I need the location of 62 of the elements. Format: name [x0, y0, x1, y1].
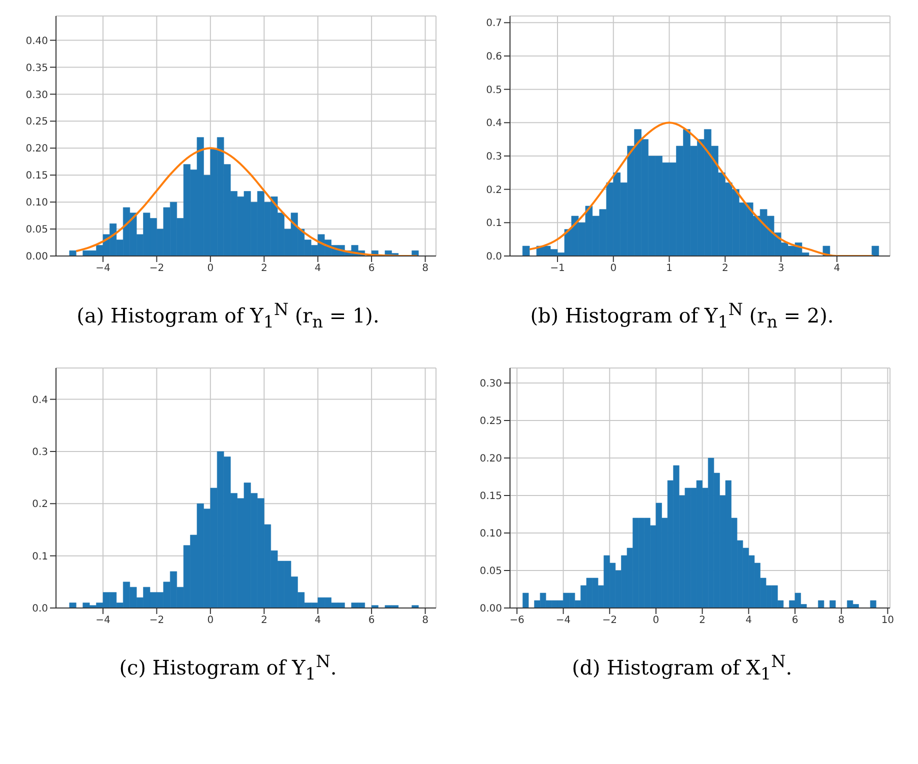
x-tick-label: −1: [550, 263, 565, 274]
x-tick-label: 4: [314, 614, 322, 626]
y-tick-label: 0.2: [486, 184, 502, 196]
x-tick-label: 8: [422, 614, 428, 626]
text: (b) Histogram of Y$_{1}$$^{N}$ (r$_{n}$ = 2).: [529, 300, 835, 332]
y-tick-label: 0.3: [486, 152, 502, 163]
y-tick-label: 0.0: [486, 252, 502, 263]
y-tick-label: 0.00: [26, 252, 48, 263]
y-tick-label: 0.4: [486, 118, 502, 130]
y-tick-label: 0.30: [26, 90, 48, 101]
x-tick-label: 0: [652, 614, 660, 626]
x-tick-label: −4: [96, 263, 110, 274]
x-tick-label: −6: [510, 614, 524, 626]
y-tick-label: 0.2: [32, 498, 48, 510]
x-tick-label: −2: [149, 263, 164, 274]
y-tick-label: 0.1: [32, 551, 48, 562]
y-tick-label: 0.5: [486, 84, 502, 96]
x-tick-label: 4: [314, 263, 322, 274]
x-tick-label: 0: [207, 263, 214, 274]
x-tick-label: 2: [260, 614, 268, 626]
text: (c) Histogram of Y$_{1}$$^{N}$.: [118, 652, 338, 684]
y-tick-label: 0.10: [26, 198, 48, 209]
x-tick-label: −2: [602, 614, 618, 626]
x-tick-label: 0: [207, 614, 214, 626]
text: (d) Histogram of X$_{1}$$^{N}$.: [570, 652, 794, 684]
x-tick-label: 8: [422, 263, 428, 274]
x-tick-label: 4: [834, 263, 840, 274]
x-tick-label: 3: [778, 263, 784, 274]
x-tick-label: 2: [260, 263, 268, 274]
x-tick-label: −4: [556, 614, 571, 626]
y-tick-label: 0.25: [480, 416, 502, 427]
x-tick-label: 8: [838, 614, 845, 626]
x-tick-label: 1: [666, 263, 672, 274]
y-tick-label: 0.0: [32, 603, 48, 614]
x-tick-label: 4: [745, 614, 752, 626]
x-tick-label: 0: [610, 263, 617, 274]
y-tick-label: 0.20: [480, 453, 502, 464]
x-tick-label: 6: [792, 614, 798, 626]
x-tick-label: 6: [368, 263, 375, 274]
y-tick-label: 0.10: [480, 528, 502, 540]
y-tick-label: 0.05: [480, 566, 502, 577]
text: (a) Histogram of Y$_{1}$$^{N}$ (r$_{n}$ = 1).: [76, 300, 380, 332]
y-tick-label: 0.7: [486, 18, 502, 30]
x-tick-label: 6: [368, 614, 375, 626]
x-tick-label: −4: [96, 614, 110, 626]
y-tick-label: 0.6: [486, 52, 502, 63]
y-tick-label: 0.3: [32, 446, 48, 458]
y-tick-label: 0.35: [26, 62, 48, 74]
y-tick-label: 0.20: [26, 144, 48, 155]
x-tick-label: 2: [722, 263, 728, 274]
x-tick-label: 10: [881, 614, 894, 626]
x-tick-label: −2: [149, 614, 164, 626]
y-tick-label: 0.4: [32, 394, 48, 406]
y-tick-label: 0.15: [26, 170, 48, 182]
y-tick-label: 0.00: [480, 603, 502, 614]
y-tick-label: 0.25: [26, 116, 48, 128]
y-tick-label: 0.05: [26, 224, 48, 236]
y-tick-label: 0.15: [480, 490, 502, 502]
y-tick-label: 0.30: [480, 378, 502, 390]
x-tick-label: 2: [699, 614, 706, 626]
y-tick-label: 0.1: [486, 218, 502, 230]
y-tick-label: 0.40: [26, 36, 48, 47]
